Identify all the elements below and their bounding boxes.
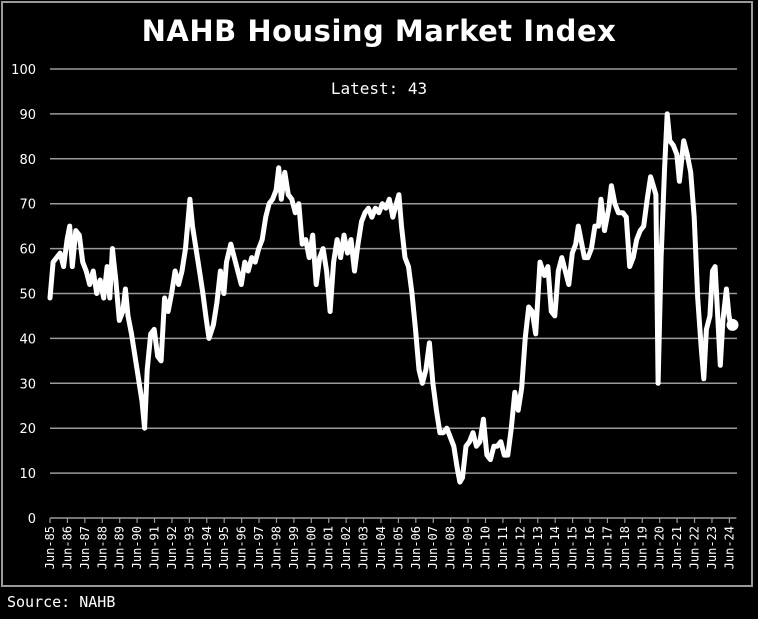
source-note: Source: NAHB	[7, 593, 116, 611]
y-tick-label: 100	[11, 63, 36, 78]
x-tick-label: Jun-18	[618, 526, 632, 569]
x-tick-label: Jun-11	[496, 526, 510, 569]
y-tick-label: 0	[28, 512, 36, 527]
x-tick-label: Jun-97	[252, 526, 266, 569]
x-tick-label: Jun-89	[113, 526, 127, 569]
x-tick-label: Jun-02	[339, 526, 353, 569]
x-tick-label: Jun-07	[426, 526, 440, 569]
x-tick-label: Jun-09	[461, 526, 475, 569]
x-tick-label: Jun-96	[235, 526, 249, 569]
x-tick-label: Jun-05	[391, 526, 405, 569]
x-tick-label: Jun-85	[43, 526, 57, 569]
x-tick-label: Jun-90	[130, 526, 144, 569]
latest-value-annotation: Latest: 43	[330, 79, 428, 98]
x-tick-label: Jun-95	[217, 526, 231, 569]
y-tick-label: 70	[19, 198, 36, 213]
y-tick-label: 20	[19, 422, 36, 437]
x-tick-label: Jun-00	[304, 526, 318, 569]
x-tick-label: Jun-94	[200, 526, 214, 569]
x-tick-label: Jun-01	[322, 526, 336, 569]
y-tick-label: 80	[19, 153, 36, 168]
x-tick-label: Jun-06	[409, 526, 423, 569]
x-tick-label: Jun-15	[566, 526, 580, 569]
x-tick-label: Jun-08	[444, 526, 458, 569]
x-tick-label: Jun-03	[357, 526, 371, 569]
y-tick-label: 90	[19, 108, 36, 123]
x-tick-label: Jun-88	[95, 526, 109, 569]
x-tick-label: Jun-20	[653, 526, 667, 569]
x-tick-label: Jun-10	[479, 526, 493, 569]
y-tick-label: 60	[19, 243, 36, 258]
x-tick-label: Jun-16	[583, 526, 597, 569]
y-tick-label: 30	[19, 377, 36, 392]
x-tick-label: Jun-21	[670, 526, 684, 569]
x-tick-label: Jun-14	[548, 526, 562, 569]
x-tick-label: Jun-17	[600, 526, 614, 569]
y-tick-label: 10	[19, 467, 36, 482]
chart-frame	[1, 1, 753, 587]
x-tick-label: Jun-12	[513, 526, 527, 569]
x-tick-label: Jun-04	[374, 526, 388, 569]
x-tick-label: Jun-86	[60, 526, 74, 569]
x-tick-label: Jun-92	[165, 526, 179, 569]
y-tick-label: 50	[19, 288, 36, 303]
y-axis: 0 10 20 30 40 50 60 70 80 90 100	[11, 63, 36, 527]
chart-title: NAHB Housing Market Index	[141, 14, 617, 48]
y-tick-label: 40	[19, 332, 36, 347]
x-tick-label: Jun-19	[635, 526, 649, 569]
x-tick-label: Jun-22	[688, 526, 702, 569]
x-tick-label: Jun-98	[269, 526, 283, 569]
x-tick-label: Jun-13	[531, 526, 545, 569]
gridlines	[50, 68, 737, 474]
x-tick-label: Jun-93	[182, 526, 196, 569]
x-axis: Jun-85 Jun-86 Jun-87 Jun-88 Jun-89 Jun-90 Jun-…	[43, 517, 737, 569]
x-tick-label: Jun-91	[148, 526, 162, 569]
latest-point-marker	[726, 318, 739, 331]
hmi-line	[47, 111, 735, 485]
x-tick-label: Jun-99	[287, 526, 301, 569]
x-tick-label: Jun-24	[722, 526, 736, 569]
x-tick-label: Jun-87	[78, 526, 92, 569]
x-tick-label: Jun-23	[705, 526, 719, 569]
